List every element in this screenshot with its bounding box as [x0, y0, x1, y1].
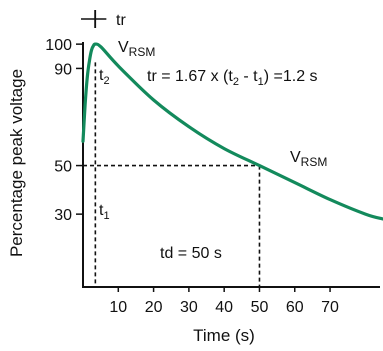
td-label: td = 50 s: [160, 245, 222, 262]
vrsm-peak-v: V: [118, 39, 129, 56]
tr-formula-sub2: 2: [233, 76, 239, 88]
tr-formula-sub1: 1: [258, 76, 264, 88]
t2-label: t2: [99, 67, 110, 87]
x-tick-label: 40: [215, 299, 233, 316]
tr-formula-a: tr = 1.67 x (t: [147, 68, 233, 85]
t1-label: t1: [99, 202, 110, 222]
y-tick-label: 30: [54, 207, 72, 224]
vrsm-peak-label: VRSM: [118, 39, 155, 59]
vrsm-peak-sub: RSM: [129, 45, 156, 59]
x-tick-label: 30: [180, 299, 198, 316]
x-tick-label: 20: [145, 299, 163, 316]
x-tick-label: 60: [286, 299, 304, 316]
tr-formula: tr = 1.67 x (t2 - t1) =1.2 s: [147, 68, 318, 88]
vrsm-curve-label: VRSM: [290, 149, 327, 169]
tr-formula-b: - t: [239, 68, 258, 85]
vrsm-curve-v: V: [290, 149, 301, 166]
y-axis-title: Percentage peak voltage: [7, 69, 26, 257]
y-tick-label: 100: [45, 37, 72, 54]
y-tick-label: 50: [54, 159, 72, 176]
x-axis-title: Time (s): [193, 326, 255, 345]
x-tick-label: 70: [321, 299, 339, 316]
x-tick-label: 50: [251, 299, 269, 316]
t1-t: t: [99, 202, 104, 219]
x-tick-label: 10: [109, 299, 127, 316]
vrsm-curve-sub: RSM: [301, 155, 328, 169]
t2-t: t: [99, 67, 104, 84]
tr-bracket: [81, 10, 107, 28]
y-ticks: 30 50 90 100: [45, 37, 83, 224]
t1-sub: 1: [103, 210, 109, 222]
y-tick-label: 90: [54, 61, 72, 78]
tr-formula-c: ) =1.2 s: [264, 68, 318, 85]
t2-sub: 2: [103, 75, 109, 87]
series-line: [81, 42, 383, 221]
guide-lines: [83, 62, 261, 287]
x-ticks: 10 20 30 40 50 60 70: [109, 287, 339, 316]
tr-top-label: tr: [116, 12, 126, 29]
